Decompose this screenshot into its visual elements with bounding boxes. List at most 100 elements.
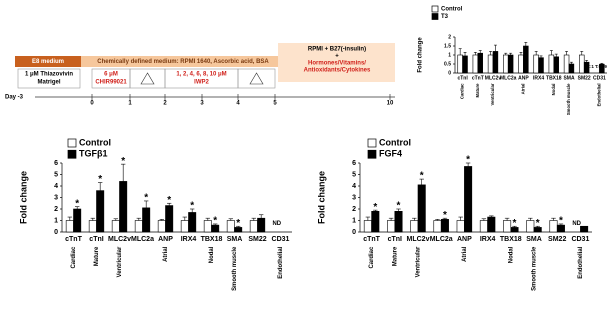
change-icon xyxy=(249,72,264,85)
y-axis-label: Fold change xyxy=(418,37,424,73)
x-tick-label: cTnI xyxy=(89,236,103,243)
y-tick-label: 0 xyxy=(352,229,356,236)
bar xyxy=(487,216,496,233)
group-label: Endothelial xyxy=(578,246,584,278)
legend-label: Control xyxy=(379,137,411,147)
x-tick-label: MLC2a xyxy=(131,236,154,243)
group-label: Cardiac xyxy=(460,83,465,99)
y-tick-label: 4 xyxy=(352,183,356,190)
medium-text: RPMI + B27(-insulin) xyxy=(308,47,366,53)
x-tick-label: cTnI xyxy=(457,75,468,81)
bar xyxy=(119,181,128,233)
bar xyxy=(487,54,494,74)
legend-swatch xyxy=(67,138,77,148)
bar xyxy=(479,220,488,233)
y-axis-label: Fold change xyxy=(316,171,326,224)
bar xyxy=(456,220,465,233)
group-label: Ventricular xyxy=(117,246,123,277)
x-tick-label: SMA xyxy=(526,236,542,243)
bar xyxy=(538,57,544,74)
legend-label: FGF4 xyxy=(379,149,402,159)
x-tick-label: cTnT xyxy=(363,236,380,243)
bar xyxy=(180,220,189,233)
annotation: C:1 T:0.49 xyxy=(587,64,607,69)
group-label: Mature xyxy=(94,246,100,266)
y-tick-label: 5 xyxy=(54,171,58,178)
group-label: Endothelial xyxy=(597,84,602,107)
treatment-text: CHIR99021 xyxy=(95,80,127,86)
medium-text: Hormones/Vitamins/ xyxy=(308,61,366,67)
bar xyxy=(503,220,512,233)
x-tick-label: IRX4 xyxy=(533,75,544,81)
group-label: Ventricular xyxy=(490,83,495,105)
x-tick-label: CD31 xyxy=(571,236,589,243)
legend-label: T3 xyxy=(441,14,449,20)
bar xyxy=(363,220,372,233)
bar xyxy=(563,54,570,74)
day-label: 10 xyxy=(387,101,394,107)
y-tick-label: 2 xyxy=(352,206,356,213)
bar xyxy=(410,220,419,233)
y-tick-label: 2 xyxy=(54,206,58,213)
bar xyxy=(111,220,120,233)
annotation: ND xyxy=(572,221,581,227)
group-label: Atrial xyxy=(521,84,526,95)
bar xyxy=(579,54,585,74)
phase-label: E8 medium xyxy=(32,59,64,65)
significance-mark: * xyxy=(144,193,148,204)
group-label: Atrial xyxy=(163,246,169,262)
late-medium-box xyxy=(278,43,395,82)
x-tick-label: SMA xyxy=(227,236,243,243)
day-label: 0 xyxy=(90,101,94,107)
bar xyxy=(553,56,559,74)
bar xyxy=(371,211,380,233)
group-label: Nodal xyxy=(209,246,215,263)
treatment-text: 1 μM Thiazovivin xyxy=(25,72,73,78)
significance-mark: * xyxy=(513,218,517,229)
bar xyxy=(433,220,442,233)
phase-bar xyxy=(81,56,286,67)
legend-swatch xyxy=(431,5,439,13)
x-tick-label: MLC2a xyxy=(500,75,517,81)
bar xyxy=(503,54,509,74)
bar xyxy=(142,207,151,233)
x-tick-label: CD31 xyxy=(593,75,606,81)
significance-mark: * xyxy=(466,155,470,166)
group-label: Endothelial xyxy=(278,246,284,278)
treatment-text: IWP2 xyxy=(194,80,209,86)
group-label: Smooth muscle xyxy=(566,83,571,115)
x-tick-label: MLC2v xyxy=(407,236,430,243)
day-label: 1 xyxy=(128,101,132,107)
bar xyxy=(257,217,266,233)
legend-swatch xyxy=(67,149,77,159)
y-axis-label: Fold change xyxy=(18,171,28,224)
y-tick-label: 2 xyxy=(448,34,451,40)
timeline: E8 medium Chemically defined medium: RPM… xyxy=(5,43,395,107)
y-tick-label: 6 xyxy=(54,160,58,167)
significance-mark: * xyxy=(167,195,171,206)
bar xyxy=(523,45,529,74)
bar xyxy=(472,54,479,74)
x-tick-label: TBX18 xyxy=(546,75,562,81)
y-tick-label: 5 xyxy=(352,171,356,178)
bar xyxy=(249,220,258,233)
group-label: Cardiac xyxy=(71,246,77,268)
x-tick-label: SM22 xyxy=(248,236,266,243)
treatment-box xyxy=(17,68,81,89)
group-label: Smooth muscle xyxy=(532,246,538,291)
bar xyxy=(203,220,212,233)
significance-mark: * xyxy=(121,156,125,167)
legend-swatch xyxy=(431,13,439,20)
y-tick-label: 1 xyxy=(54,217,58,224)
bar xyxy=(548,54,555,74)
treatment-text: 6 μM xyxy=(104,72,118,78)
bar xyxy=(549,220,558,233)
bar xyxy=(73,208,82,233)
x-tick-label: TBX18 xyxy=(500,236,522,243)
bar xyxy=(462,55,468,74)
group-label: Mature xyxy=(475,83,480,98)
bar xyxy=(507,54,514,74)
bar xyxy=(394,211,403,233)
